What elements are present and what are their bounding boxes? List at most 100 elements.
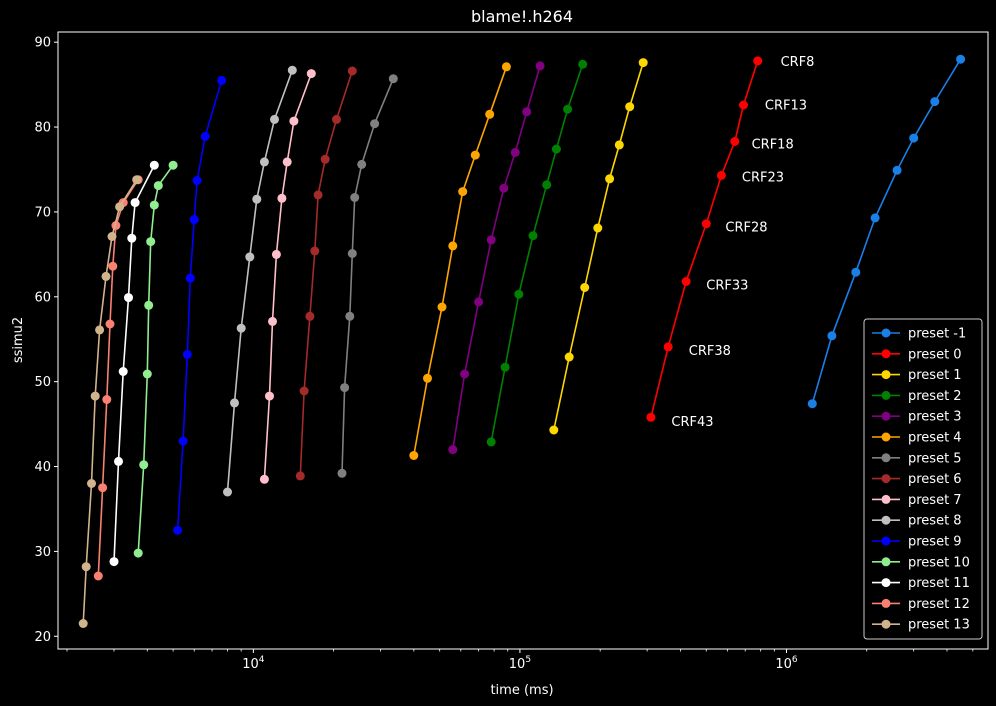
y-tick-label: 50 <box>34 375 51 390</box>
series-line-preset-5 <box>413 66 508 456</box>
data-point <box>460 369 470 379</box>
crf-annotation: CRF13 <box>765 99 807 114</box>
x-tick-label: 106 <box>775 655 798 672</box>
legend-entry: preset 9 <box>872 535 962 550</box>
y-tick-label: 60 <box>34 290 51 305</box>
data-point <box>144 300 154 310</box>
data-point <box>716 170 726 180</box>
data-point <box>345 311 355 321</box>
data-point <box>93 571 103 581</box>
legend-marker <box>881 515 891 525</box>
legend-entry: preset 2 <box>872 389 962 404</box>
data-point <box>549 425 559 435</box>
legend-label: preset 3 <box>908 410 962 425</box>
data-point <box>299 386 309 396</box>
data-point <box>370 119 380 129</box>
y-tick-label: 40 <box>34 460 51 475</box>
data-point <box>149 200 159 210</box>
legend-label: preset 2 <box>908 389 962 404</box>
legend-marker <box>881 328 891 338</box>
legend-label: preset 11 <box>908 576 970 591</box>
data-point <box>223 487 232 497</box>
series-line-preset-3 <box>490 64 584 443</box>
legend-label: preset -1 <box>908 327 966 342</box>
data-point <box>87 479 96 488</box>
legend-label: preset 8 <box>908 514 962 529</box>
legend-label: preset 9 <box>908 535 962 550</box>
data-point <box>605 174 615 184</box>
plot-frame <box>57 31 989 650</box>
data-point <box>265 391 274 401</box>
data-point <box>271 249 281 259</box>
data-point <box>200 131 210 141</box>
data-point <box>259 474 269 484</box>
data-point <box>423 373 432 383</box>
data-point <box>127 233 137 243</box>
data-point <box>510 148 520 157</box>
legend-marker <box>881 494 891 504</box>
legend-marker <box>881 557 891 567</box>
series-line-preset-0 <box>811 58 962 404</box>
data-point <box>115 202 125 212</box>
legend-box <box>863 318 983 640</box>
legend-entry: preset 3 <box>872 410 962 425</box>
data-point <box>340 383 350 393</box>
legend-entry: preset 10 <box>872 555 970 570</box>
data-point <box>295 471 305 481</box>
legend-label: preset 0 <box>908 347 962 362</box>
y-tick-label: 90 <box>34 36 51 51</box>
crf-annotation: CRF18 <box>752 138 794 153</box>
data-point <box>474 297 484 307</box>
data-point <box>124 293 133 303</box>
data-point <box>108 261 118 271</box>
data-point <box>236 323 246 333</box>
legend-entry: preset 7 <box>872 493 962 508</box>
crf-annotation: CRF28 <box>725 221 767 236</box>
x-axis-label: time (ms) <box>490 683 553 698</box>
data-point <box>132 175 142 185</box>
crf-annotation: CRF8 <box>781 55 815 70</box>
data-point <box>101 271 111 281</box>
legend-label: preset 12 <box>908 597 970 612</box>
data-point <box>485 109 495 119</box>
legend-label: preset 10 <box>908 555 970 570</box>
x-tick-exponent: 5 <box>525 655 531 665</box>
data-point <box>130 198 140 208</box>
legend-marker <box>881 619 891 629</box>
data-point <box>277 193 287 203</box>
data-point <box>409 451 419 460</box>
data-point <box>851 267 861 277</box>
data-point <box>528 231 538 241</box>
data-point <box>470 150 480 160</box>
data-point <box>739 100 748 110</box>
legend-entry: preset 6 <box>872 472 962 487</box>
legend-label: preset 6 <box>908 472 962 487</box>
data-point <box>514 289 524 299</box>
y-axis-label: ssimu2 <box>11 317 26 363</box>
data-point <box>593 223 603 233</box>
legend-marker <box>881 453 891 463</box>
data-point <box>551 144 561 154</box>
data-point <box>282 157 292 167</box>
data-point <box>357 159 367 169</box>
data-point <box>109 557 119 567</box>
data-point <box>827 331 837 341</box>
data-point <box>448 241 458 251</box>
legend-marker <box>881 598 891 608</box>
data-point <box>614 140 624 150</box>
legend-marker <box>881 474 891 484</box>
data-point <box>522 107 532 117</box>
series-line-preset-9 <box>226 69 294 493</box>
legend-label: preset 1 <box>908 368 962 383</box>
data-point <box>486 437 496 447</box>
x-tick-base: 10 <box>775 657 792 672</box>
data-point <box>118 367 128 376</box>
data-point <box>168 160 178 170</box>
data-point <box>305 311 315 321</box>
data-point <box>102 395 112 404</box>
data-point <box>753 56 763 66</box>
data-point <box>625 102 635 112</box>
series-line-preset-4 <box>452 65 541 450</box>
crf-annotation: CRF23 <box>742 171 784 186</box>
